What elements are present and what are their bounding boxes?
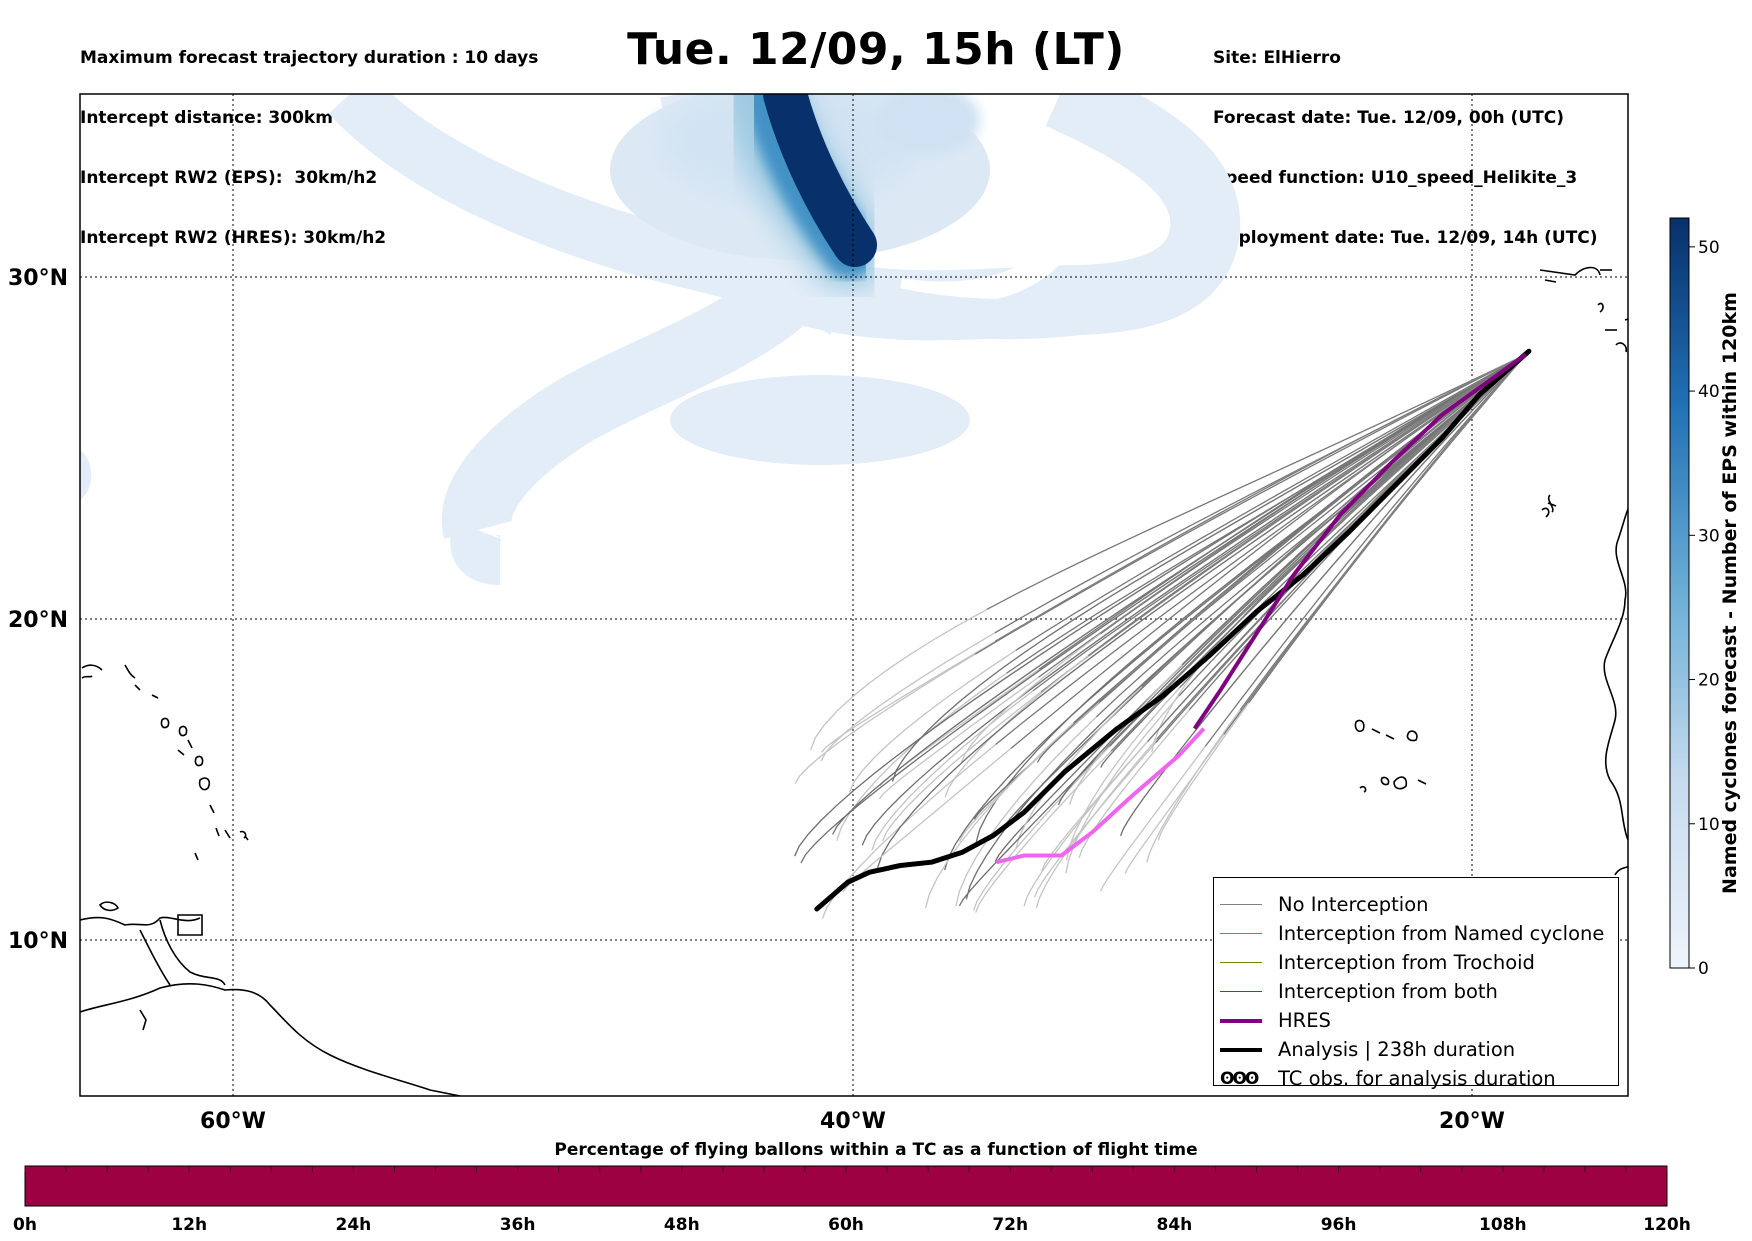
timebar-title: Percentage of flying ballons within a TC… xyxy=(554,1140,1198,1160)
header-line: Intercept distance: 300km xyxy=(80,108,333,128)
tc-symbol-icon: ʘʘʘ xyxy=(1220,1068,1259,1089)
flight-time-bar-fill xyxy=(24,1165,1668,1207)
hres-track-early xyxy=(995,727,1206,865)
ensemble-track-segment xyxy=(979,353,1527,714)
timebar-tick-label: 24h xyxy=(336,1215,372,1235)
header-right-info: Site: ElHierro Forecast date: Tue. 12/09… xyxy=(1213,8,1598,268)
ensemble-track-segment xyxy=(1109,354,1527,747)
timebar-tick-label: 48h xyxy=(664,1215,700,1235)
timebar-tick-label: 36h xyxy=(500,1215,536,1235)
header-line: Intercept RW2 (HRES): 30km/h2 xyxy=(80,228,387,248)
legend-label: Analysis | 238h duration xyxy=(1278,1038,1516,1061)
legend-swatch xyxy=(1220,1047,1262,1052)
legend-label: HRES xyxy=(1278,1009,1331,1032)
ensemble-track-segment xyxy=(986,353,1527,610)
lon-label: 40°W xyxy=(820,1109,886,1134)
header-left-info: Maximum forecast trajectory duration : 1… xyxy=(80,8,538,268)
timebar-tick-label: 60h xyxy=(828,1215,864,1235)
ensemble-track-segment xyxy=(1048,353,1527,637)
lat-label: 30°N xyxy=(8,266,68,291)
legend-label: No Interception xyxy=(1278,893,1429,916)
map-frame xyxy=(79,93,1629,1097)
ensemble-track-segment xyxy=(1223,354,1527,735)
legend-item-named-cyclone: Interception from Named cyclone xyxy=(1220,919,1615,948)
legend-item-trochoid: Interception from Trochoid xyxy=(1220,948,1615,977)
colorbar-tick-label: 50 xyxy=(1698,238,1720,258)
colorbar-tick-label: 0 xyxy=(1698,959,1709,979)
colorbar-label: Named cyclones forecast - Number of EPS … xyxy=(1719,292,1741,894)
ensemble-track-segment xyxy=(1100,353,1527,635)
timebar-tick-label: 0h xyxy=(13,1215,37,1235)
legend-label: Interception from Named cyclone xyxy=(1278,922,1605,945)
legend-label: Interception from both xyxy=(1278,980,1498,1003)
ensemble-track-segment xyxy=(1248,354,1527,704)
legend-label: TC obs. for analysis duration xyxy=(1278,1067,1556,1090)
colorbar-gradient xyxy=(1669,217,1690,969)
header-line: Speed function: U10_speed_Helikite_3 xyxy=(1213,168,1578,188)
header-line: Deployment date: Tue. 12/09, 14h (UTC) xyxy=(1213,228,1598,248)
ensemble-track-segment xyxy=(1037,354,1527,700)
legend-item-analysis: Analysis | 238h duration xyxy=(1220,1035,1615,1064)
legend-swatch xyxy=(1220,962,1262,963)
colorbar-tick-label: 10 xyxy=(1698,815,1720,835)
legend-label: Interception from Trochoid xyxy=(1278,951,1535,974)
coastlines xyxy=(80,266,1628,1096)
legend-swatch xyxy=(1220,933,1262,934)
ensemble-track-segment xyxy=(974,353,1527,700)
lon-label: 60°W xyxy=(200,1109,266,1134)
longitude-labels: 60°W 40°W 20°W xyxy=(200,1109,1505,1134)
ensemble-track-segment xyxy=(1032,353,1527,692)
map-area xyxy=(80,94,1628,1096)
colorbar-ticks: 0 10 20 30 40 50 xyxy=(1689,238,1720,979)
timebar-tick-label: 72h xyxy=(992,1215,1028,1235)
header-line: Forecast date: Tue. 12/09, 00h (UTC) xyxy=(1213,108,1564,128)
legend-item-both: Interception from both xyxy=(1220,977,1615,1006)
analysis-track xyxy=(814,348,1532,912)
colorbar-tick-label: 20 xyxy=(1698,671,1720,691)
ensemble-track-segment xyxy=(1073,354,1527,724)
latitude-labels: 30°N 20°N 10°N xyxy=(8,266,68,954)
ensemble-track-segment xyxy=(974,353,1527,655)
ensemble-track-segment xyxy=(1025,353,1527,694)
header-line: Intercept RW2 (EPS): 30km/h2 xyxy=(80,168,378,188)
lat-label: 20°N xyxy=(8,608,68,633)
timebar-tick-label: 12h xyxy=(171,1215,207,1235)
legend-swatch xyxy=(1220,904,1262,905)
flight-time-bar: 0h 12h 24h 36h 48h 60h 72h 84h 96h 108h 120h xyxy=(13,1165,1691,1235)
ensemble-track-segment xyxy=(1219,354,1527,700)
ensemble-track xyxy=(1124,354,1527,874)
timebar-tick-label: 96h xyxy=(1321,1215,1357,1235)
ensemble-track-segment xyxy=(1003,353,1527,692)
header-line: Site: ElHierro xyxy=(1213,48,1341,68)
colorbar: 0 10 20 30 40 50 Named cyclones forecast - Nu… xyxy=(1669,217,1741,979)
lat-label: 10°N xyxy=(8,929,68,954)
ensemble-track xyxy=(1157,354,1527,841)
map-legend: No Interception Interception from Named … xyxy=(1213,877,1619,1090)
header-line: Maximum forecast trajectory duration : 1… xyxy=(80,48,539,68)
hres-track xyxy=(1192,352,1527,730)
colorbar-tick-label: 30 xyxy=(1698,526,1720,546)
legend-swatch xyxy=(1220,991,1262,992)
timebar-tick-label: 108h xyxy=(1479,1215,1527,1235)
timebar-ticks: 0h 12h 24h 36h 48h 60h 72h 84h 96h 108h 120h xyxy=(13,1166,1691,1235)
ensemble-track-segment xyxy=(1015,353,1527,651)
timebar-tick-label: 120h xyxy=(1643,1215,1691,1235)
legend-swatch xyxy=(1220,1018,1262,1023)
legend-item-tc-obs: ʘʘʘ TC obs. for analysis duration xyxy=(1220,1064,1615,1093)
cyclone-density-field xyxy=(80,94,1241,585)
ensemble-track-segment xyxy=(1098,354,1527,703)
colorbar-tick-label: 40 xyxy=(1698,382,1720,402)
ensemble-track-segment xyxy=(1095,354,1527,718)
ensemble-track-segment xyxy=(1204,354,1527,747)
ensemble-track-segment xyxy=(994,353,1527,642)
lon-label: 20°W xyxy=(1439,1109,1505,1134)
ensemble-track-segment xyxy=(1010,354,1527,749)
page-title: Tue. 12/09, 15h (LT) xyxy=(627,24,1125,75)
timebar-tick-label: 84h xyxy=(1157,1215,1193,1235)
legend-item-hres: HRES xyxy=(1220,1006,1615,1035)
legend-item-no-interception: No Interception xyxy=(1220,890,1615,919)
